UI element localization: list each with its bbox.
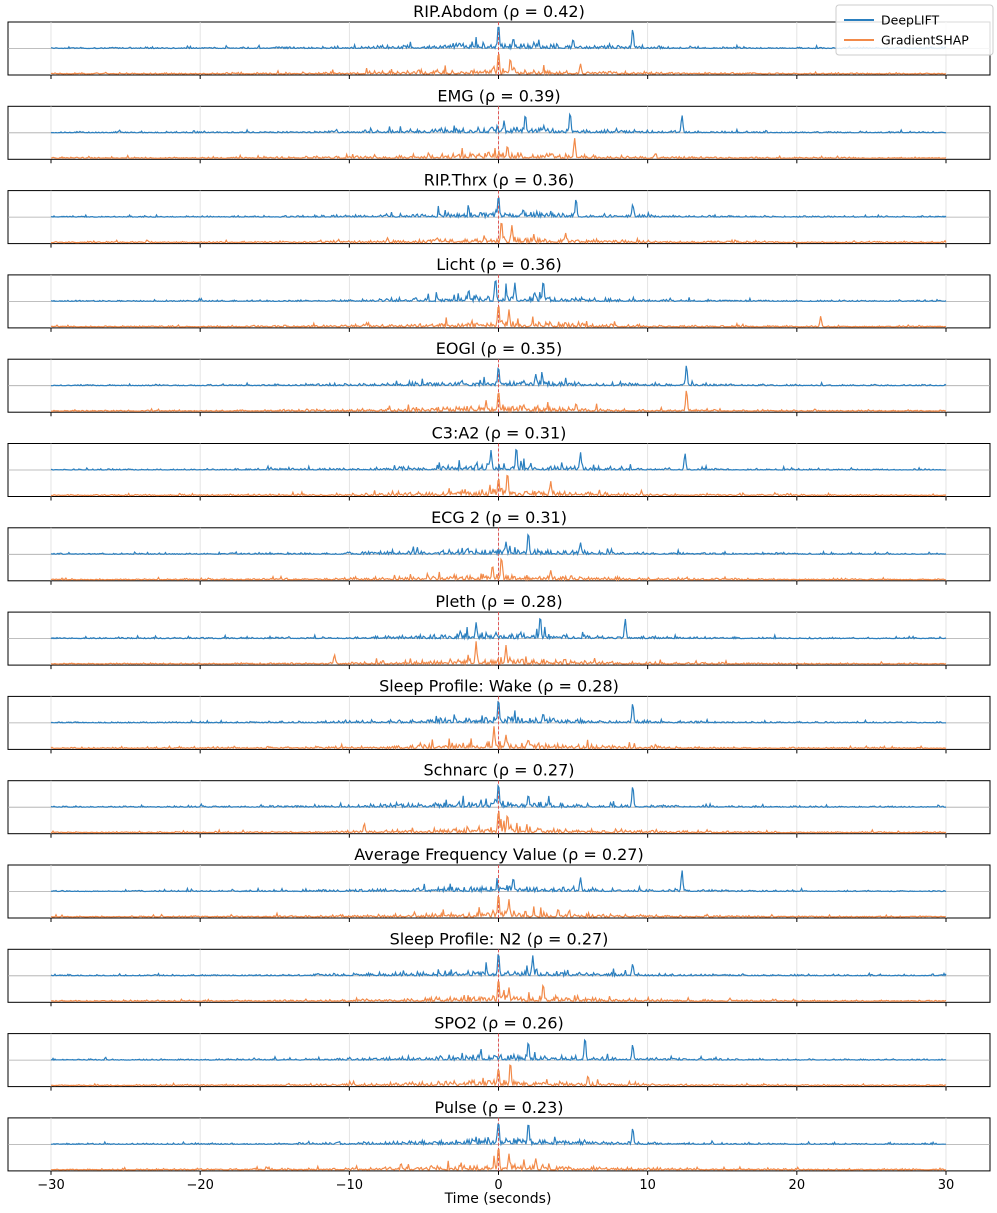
series-deeplift [50, 870, 947, 894]
panel-4: EOGl (ρ = 0.35) [7, 339, 991, 417]
panel-title: EMG (ρ = 0.39) [437, 86, 560, 105]
panel-title: Sleep Profile: N2 (ρ = 0.27) [390, 929, 609, 948]
panel-title: RIP.Thrx (ρ = 0.36) [424, 171, 575, 190]
x-tick-label: 20 [789, 1178, 806, 1193]
legend-label-deeplift: DeepLIFT [881, 13, 940, 28]
panel-9: Schnarc (ρ = 0.27) [7, 761, 991, 838]
legend: DeepLIFT GradientSHAP [835, 4, 994, 56]
series-gradientshap [50, 1064, 947, 1088]
panel-10: Average Frequency Value (ρ = 0.27) [7, 845, 991, 922]
panel-title: EOGl (ρ = 0.35) [436, 339, 562, 358]
series-deeplift [50, 954, 947, 979]
panel-title: Average Frequency Value (ρ = 0.27) [354, 845, 643, 864]
x-axis-label: Time (seconds) [444, 1191, 552, 1207]
series-gradientshap [50, 222, 947, 245]
series-gradientshap [50, 896, 946, 919]
x-tick-label: 10 [639, 1178, 656, 1193]
panel-title: Licht (ρ = 0.36) [436, 255, 562, 274]
panel-13: Pulse (ρ = 0.23) [7, 1098, 991, 1175]
panel-2: RIP.Thrx (ρ = 0.36) [7, 171, 991, 248]
series-gradientshap [50, 53, 947, 77]
panel-5: C3:A2 (ρ = 0.31) [7, 424, 991, 501]
series-gradientshap [50, 138, 947, 160]
series-gradientshap [50, 557, 946, 582]
series-deeplift [50, 279, 947, 304]
series-gradientshap [50, 810, 947, 835]
panel-title: SPO2 (ρ = 0.26) [434, 1014, 564, 1033]
panel-3: Licht (ρ = 0.36) [7, 255, 991, 332]
series-deeplift [50, 783, 946, 810]
x-axis: −30 −20 −10 0 10 20 30 [37, 1178, 954, 1193]
series-gradientshap [50, 1148, 947, 1172]
panel-title: ECG 2 (ρ = 0.31) [431, 508, 567, 527]
panels-layer: RIP.Abdom (ρ = 0.42) EMG (ρ = 0.39) RIP.Th… [7, 2, 991, 1175]
panel-title: RIP.Abdom (ρ = 0.42) [413, 2, 585, 21]
series-deeplift [50, 700, 947, 725]
series-gradientshap [50, 390, 947, 414]
series-gradientshap [50, 981, 947, 1004]
panel-8: Sleep Profile: Wake (ρ = 0.28) [7, 676, 991, 754]
panel-7: Pleth (ρ = 0.28) [7, 592, 991, 670]
series-gradientshap [50, 306, 947, 330]
series-gradientshap [50, 726, 947, 751]
series-deeplift [50, 617, 947, 641]
x-tick-label: −20 [186, 1178, 213, 1193]
series-deeplift [50, 26, 947, 51]
panel-title: Schnarc (ρ = 0.27) [424, 761, 575, 780]
panel-6: ECG 2 (ρ = 0.31) [7, 508, 991, 585]
series-deeplift [50, 197, 947, 220]
panel-12: SPO2 (ρ = 0.26) [7, 1014, 991, 1091]
panel-title: Pulse (ρ = 0.23) [434, 1098, 563, 1117]
panel-title: C3:A2 (ρ = 0.31) [432, 424, 567, 443]
panel-1: EMG (ρ = 0.39) [7, 86, 991, 164]
x-tick-label: −10 [336, 1178, 363, 1193]
panel-title: Sleep Profile: Wake (ρ = 0.28) [379, 676, 619, 695]
series-gradientshap [50, 641, 947, 667]
x-tick-label: 0 [494, 1178, 502, 1193]
x-tick-label: 30 [938, 1178, 955, 1193]
series-deeplift [50, 533, 947, 557]
panel-11: Sleep Profile: N2 (ρ = 0.27) [7, 929, 991, 1007]
legend-box [835, 4, 994, 56]
x-tick-label: −30 [37, 1178, 64, 1193]
series-deeplift [50, 1123, 946, 1147]
series-deeplift [50, 365, 947, 388]
legend-label-gradientshap: GradientSHAP [881, 33, 969, 48]
series-gradientshap [50, 474, 947, 498]
series-deeplift [50, 112, 947, 135]
series-deeplift [50, 1038, 947, 1063]
series-deeplift [50, 448, 947, 472]
panel-title: Pleth (ρ = 0.28) [435, 592, 562, 611]
